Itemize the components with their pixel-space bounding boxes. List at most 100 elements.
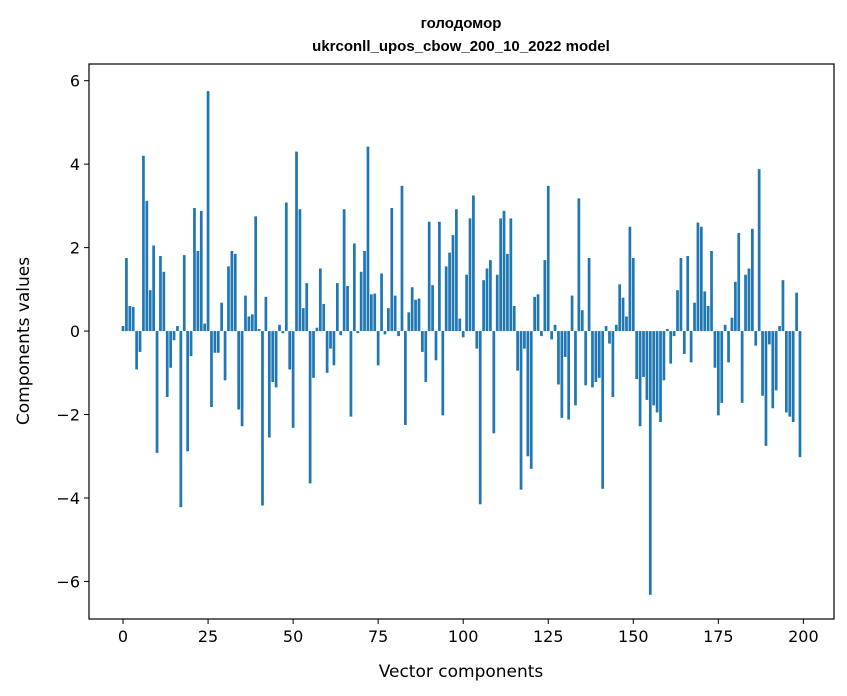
y-tick-label: −4 <box>56 489 80 508</box>
bar-39 <box>254 216 258 332</box>
bar-20 <box>189 331 193 357</box>
bar-146 <box>618 284 622 332</box>
bar-36 <box>244 295 247 332</box>
bar-104 <box>475 331 479 349</box>
bar-105 <box>478 331 482 505</box>
bar-178 <box>727 331 730 363</box>
bar-143 <box>608 331 611 344</box>
bar-180 <box>733 281 737 332</box>
bar-12 <box>162 271 166 332</box>
bar-193 <box>778 326 781 332</box>
chart-subtitle: ukrconll_upos_cbow_200_10_2022 model <box>312 38 610 55</box>
bar-10 <box>155 331 159 453</box>
bar-110 <box>495 274 499 332</box>
bar-102 <box>468 218 472 332</box>
bar-175 <box>716 331 720 416</box>
bar-126 <box>550 331 554 340</box>
bar-196 <box>788 331 792 417</box>
bar-119 <box>526 331 530 457</box>
bar-199 <box>798 331 802 458</box>
bar-43 <box>267 331 271 438</box>
x-tick-label: 25 <box>198 627 218 646</box>
bar-189 <box>764 331 768 446</box>
bar-54 <box>305 283 309 332</box>
bar-133 <box>574 331 577 406</box>
bar-42 <box>264 296 268 332</box>
bar-72 <box>366 146 370 332</box>
bar-61 <box>329 331 332 349</box>
bar-182 <box>740 331 744 403</box>
bar-165 <box>682 331 686 355</box>
bar-4 <box>135 331 138 370</box>
bar-111 <box>499 218 502 332</box>
y-tick-label: 6 <box>70 72 80 91</box>
bar-118 <box>523 331 526 349</box>
bar-47 <box>281 331 285 334</box>
bar-95 <box>444 266 448 332</box>
bar-181 <box>737 233 741 332</box>
bar-46 <box>278 324 281 332</box>
bar-187 <box>757 169 761 332</box>
bar-136 <box>584 331 588 386</box>
bar-29 <box>220 302 224 332</box>
bar-27 <box>213 331 217 353</box>
bar-32 <box>230 250 234 332</box>
bar-48 <box>284 202 288 332</box>
bar-67 <box>349 331 353 417</box>
x-tick-label: 0 <box>118 627 128 646</box>
bar-41 <box>261 331 264 506</box>
bar-172 <box>706 306 710 332</box>
bar-191 <box>771 331 775 409</box>
bar-128 <box>557 331 560 385</box>
bar-174 <box>713 331 717 368</box>
bar-145 <box>614 324 618 332</box>
bar-109 <box>492 331 496 434</box>
bar-68 <box>352 243 356 332</box>
bar-138 <box>591 331 594 388</box>
chart-title: голодомор <box>421 15 502 32</box>
bar-51 <box>295 151 298 332</box>
bar-113 <box>506 253 509 332</box>
bar-18 <box>182 255 186 332</box>
bar-186 <box>754 331 758 346</box>
bar-159 <box>662 331 666 381</box>
bar-127 <box>553 324 557 332</box>
bar-13 <box>165 331 169 397</box>
bar-162 <box>672 331 676 337</box>
bar-121 <box>533 296 536 332</box>
bars-group <box>121 91 802 595</box>
bar-90 <box>427 221 431 332</box>
bar-63 <box>335 283 339 332</box>
bar-168 <box>693 302 696 332</box>
bar-82 <box>400 185 404 332</box>
y-axis-ticks: −6 −4 −2 0 2 4 6 <box>56 72 89 591</box>
bar-8 <box>148 290 152 332</box>
bar-93 <box>438 221 441 332</box>
bar-99 <box>458 318 462 332</box>
bar-195 <box>785 331 788 413</box>
bar-80 <box>393 295 397 332</box>
bar-73 <box>369 294 373 332</box>
bar-149 <box>628 226 632 332</box>
bar-115 <box>512 306 516 332</box>
bar-74 <box>373 293 377 332</box>
bar-154 <box>645 331 649 400</box>
bar-30 <box>223 331 227 381</box>
bar-131 <box>567 331 571 420</box>
bar-192 <box>774 331 778 391</box>
bar-184 <box>747 268 751 332</box>
bar-137 <box>587 258 591 332</box>
bar-185 <box>751 228 754 332</box>
x-tick-label: 200 <box>788 627 819 646</box>
bar-71 <box>363 250 366 332</box>
bar-141 <box>601 331 605 489</box>
bar-176 <box>720 331 724 403</box>
bar-96 <box>448 252 451 332</box>
plot-frame <box>88 63 835 620</box>
bar-123 <box>540 331 543 337</box>
bar-148 <box>625 316 628 332</box>
bar-144 <box>611 331 615 397</box>
bar-34 <box>237 331 241 410</box>
bar-177 <box>723 324 727 332</box>
y-tick-label: −6 <box>56 572 80 591</box>
